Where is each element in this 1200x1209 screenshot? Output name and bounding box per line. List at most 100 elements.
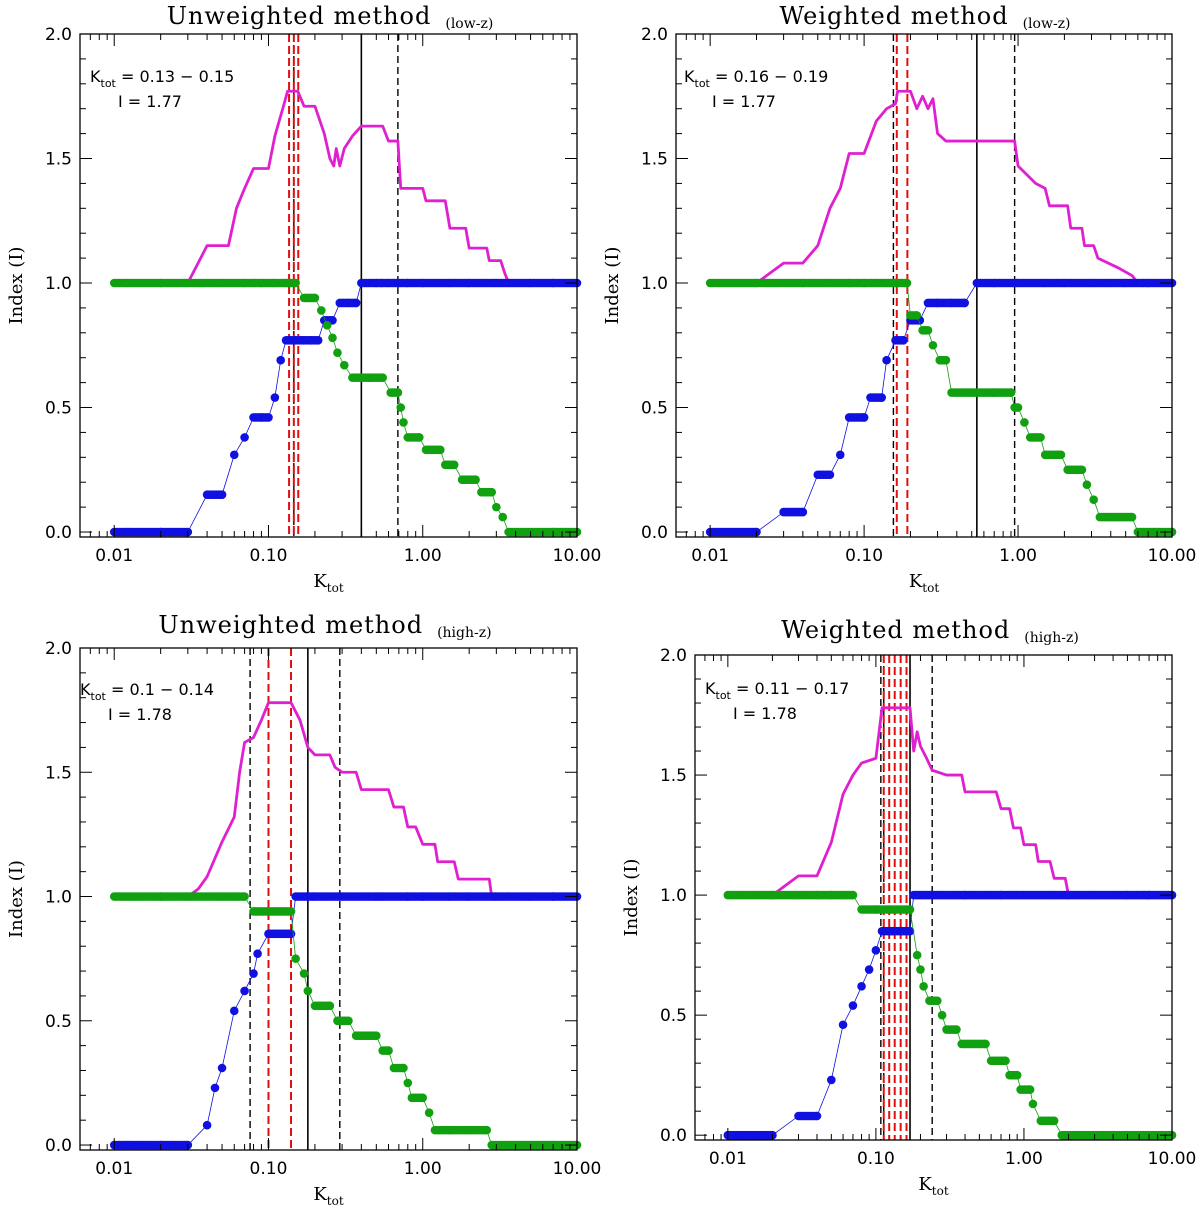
chart-title-sub: (low-z) bbox=[1023, 16, 1071, 32]
x-tick-label: 0.10 bbox=[250, 1159, 288, 1179]
x-axis-label-sub: tot bbox=[932, 1184, 949, 1198]
series-point bbox=[1089, 495, 1098, 504]
annotation-k: K bbox=[684, 67, 695, 86]
series-point bbox=[981, 1039, 990, 1049]
series-point bbox=[1127, 512, 1137, 522]
chart-title-main: Weighted method bbox=[779, 2, 1008, 30]
chart-title-sub: (high-z) bbox=[437, 625, 492, 641]
y-axis-label: Index (I) bbox=[6, 860, 27, 938]
chart-title-main: Unweighted method bbox=[167, 2, 432, 30]
x-tick-label: 10.00 bbox=[553, 1159, 602, 1179]
series-connector-1 bbox=[727, 894, 1172, 1136]
series-point bbox=[835, 450, 845, 460]
annotation-ktot: Ktot = 0.13 − 0.15 bbox=[90, 67, 234, 90]
annotation-k-range: = 0.1 − 0.14 bbox=[106, 680, 214, 699]
annotation-k-sub: tot bbox=[101, 77, 117, 90]
annotation-k-range: = 0.11 − 0.17 bbox=[731, 679, 849, 698]
annotation-ktot: Ktot = 0.16 − 0.19 bbox=[684, 67, 828, 90]
chart-title: Unweighted method (low-z) bbox=[167, 2, 494, 32]
series-point bbox=[313, 335, 323, 345]
x-tick-label: 0.10 bbox=[250, 546, 288, 566]
plot-frame bbox=[79, 647, 578, 1151]
series-point bbox=[941, 355, 951, 365]
series-point bbox=[1028, 1099, 1038, 1109]
series-point bbox=[812, 1111, 822, 1121]
plot-frame bbox=[79, 33, 578, 538]
x-axis-label-sub: tot bbox=[327, 1194, 344, 1208]
series-point bbox=[498, 512, 508, 522]
annotation-ktot: Ktot = 0.1 − 0.14 bbox=[80, 680, 214, 703]
series-point bbox=[864, 965, 874, 974]
series-point bbox=[471, 475, 480, 485]
series-line-index bbox=[727, 706, 1172, 897]
series-point bbox=[240, 433, 249, 442]
x-tick-label: 10.00 bbox=[1148, 546, 1197, 566]
annotation-k-sub: tot bbox=[716, 689, 732, 702]
y-tick-label: 1.5 bbox=[641, 150, 668, 170]
chart-title: Weighted method (low-z) bbox=[779, 2, 1070, 32]
series-point bbox=[264, 413, 273, 422]
series-point bbox=[399, 1063, 408, 1073]
series-line-index bbox=[114, 701, 577, 898]
series-point bbox=[848, 1001, 858, 1010]
y-tick-label: 0.0 bbox=[45, 1136, 72, 1156]
series-connector-2 bbox=[710, 282, 1172, 533]
y-tick-label: 0.0 bbox=[45, 523, 72, 543]
y-axis-label: Index (I) bbox=[621, 859, 642, 937]
chart-title: Weighted method (high-z) bbox=[781, 616, 1079, 646]
series-point bbox=[415, 433, 424, 442]
series-point bbox=[384, 1046, 393, 1055]
series-point bbox=[1013, 403, 1023, 412]
series-point bbox=[905, 926, 915, 936]
series-point bbox=[351, 298, 361, 308]
x-axis-label: Ktot bbox=[313, 571, 344, 595]
x-tick-label: 1.00 bbox=[999, 546, 1037, 566]
series-point bbox=[449, 460, 459, 470]
x-axis-label-main: K bbox=[313, 1184, 327, 1205]
chart-title: Unweighted method (high-z) bbox=[158, 611, 491, 641]
y-axis-label: Index (I) bbox=[6, 247, 27, 325]
x-tick-label: 0.10 bbox=[845, 546, 883, 566]
y-tick-label: 1.0 bbox=[641, 274, 668, 294]
series-point bbox=[1049, 1116, 1059, 1126]
chart-title-sub: (high-z) bbox=[1024, 630, 1079, 646]
series-connector-2 bbox=[114, 282, 577, 533]
series-point bbox=[492, 502, 501, 512]
annotation-k: K bbox=[705, 679, 716, 698]
series-connector-2 bbox=[727, 894, 1172, 1136]
y-axis-label: Index (I) bbox=[602, 247, 623, 325]
x-axis-label: Ktot bbox=[313, 1184, 344, 1208]
annotation-k-range: = 0.16 − 0.19 bbox=[710, 67, 828, 86]
x-tick-label: 0.01 bbox=[95, 1159, 133, 1179]
series-line-index bbox=[114, 89, 577, 285]
series-point bbox=[229, 450, 239, 460]
y-tick-label: 1.5 bbox=[45, 150, 72, 170]
y-tick-label: 1.0 bbox=[45, 274, 72, 294]
series-point bbox=[286, 929, 296, 939]
series-point bbox=[322, 321, 332, 330]
y-tick-label: 0.5 bbox=[45, 399, 72, 419]
series-point bbox=[344, 1016, 353, 1026]
y-tick-label: 2.0 bbox=[660, 646, 687, 666]
series-point bbox=[1012, 1070, 1022, 1080]
series-point bbox=[859, 413, 869, 422]
series-point bbox=[240, 892, 249, 901]
annotation-k-range: = 0.13 − 0.15 bbox=[116, 67, 234, 86]
x-tick-label: 1.00 bbox=[404, 1159, 442, 1179]
series-point bbox=[339, 360, 349, 370]
series-point bbox=[923, 326, 933, 335]
annotation-k: K bbox=[90, 67, 101, 86]
series-point bbox=[303, 986, 313, 996]
series-point bbox=[229, 1006, 239, 1016]
series-point bbox=[827, 1075, 836, 1085]
series-point bbox=[482, 1125, 492, 1135]
series-point bbox=[276, 355, 285, 365]
series-point bbox=[487, 487, 497, 497]
annotation-k-sub: tot bbox=[91, 690, 107, 703]
series-point bbox=[317, 306, 326, 315]
panel-3: 0.01 0.10 1.00 10.00 0.0 0.5 1.0 1.5 2.0 Unweight… bbox=[6, 611, 601, 1208]
y-tick-label: 0.5 bbox=[45, 1012, 72, 1032]
y-tick-label: 0.0 bbox=[641, 523, 668, 543]
x-axis-label-main: K bbox=[909, 571, 923, 592]
series-point bbox=[299, 969, 309, 978]
